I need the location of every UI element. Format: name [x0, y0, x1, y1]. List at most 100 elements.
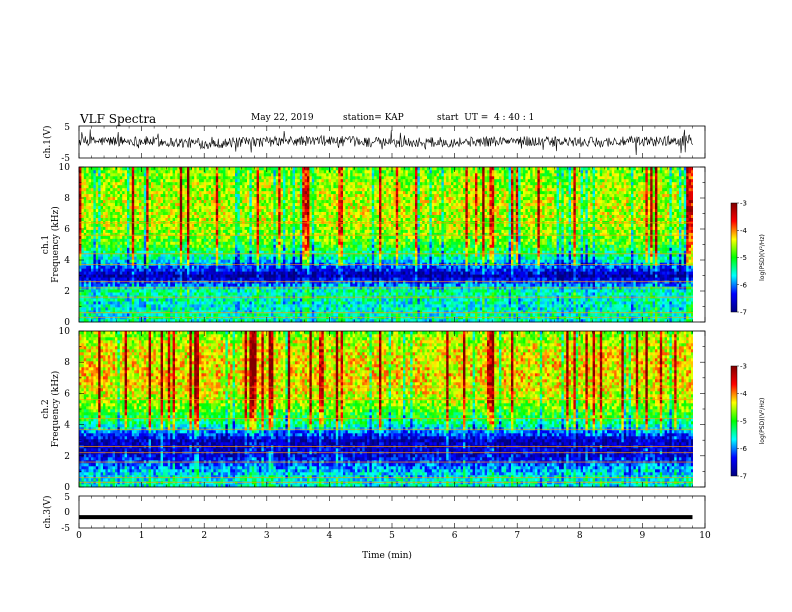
- ch1-spec-cell: [275, 250, 279, 254]
- ch1-spec-cell: [206, 283, 209, 287]
- ch1-spec-cell: [285, 199, 289, 204]
- ch1-spec-cell: [151, 190, 154, 195]
- ch1-spec-cell: [203, 268, 207, 272]
- ch1-spec-cell: [153, 253, 157, 257]
- ch1-spec-cell: [256, 253, 260, 257]
- ch1-spec-cell: [158, 175, 161, 180]
- ch1-spec-cell: [107, 277, 111, 281]
- ch1-spec-cell: [275, 170, 279, 174]
- ch1-spec-cell: [283, 175, 286, 180]
- ch1-spec-cell: [153, 199, 157, 204]
- ch1-spec-cell: [208, 319, 212, 323]
- ch1-spec-cell: [206, 193, 209, 198]
- ch1-spec-cell: [208, 247, 212, 251]
- ch1-spec-cell: [86, 274, 89, 278]
- ch1-spec-cell: [297, 202, 301, 207]
- ch1-spec-cell: [83, 232, 87, 236]
- ch1-spec-cell: [95, 223, 99, 227]
- ch1-spec-cell: [88, 223, 92, 227]
- ch1-spec-cell: [218, 173, 221, 177]
- ch1-spec-cell: [79, 178, 82, 183]
- ch1-spec-cell: [302, 184, 305, 189]
- ch1-spec-cell: [179, 175, 183, 180]
- ch1-spec-cell: [179, 271, 183, 275]
- ch1-spec-cell: [227, 298, 231, 302]
- ch1-spec-cell: [172, 175, 176, 180]
- ch1-spec-cell: [177, 229, 181, 233]
- ch1-spec-cell: [263, 262, 267, 266]
- ch1-spec-cell: [129, 310, 133, 314]
- ch1-spec-cell: [196, 271, 200, 275]
- ch1-spec-cell: [100, 301, 104, 305]
- ch1-spec-cell: [88, 298, 92, 302]
- ch1-spec-cell: [261, 277, 265, 281]
- ch1-spec-cell: [283, 196, 286, 201]
- ch1-spec-cell: [263, 184, 267, 189]
- ch1-spec-cell: [249, 283, 253, 287]
- ch1-spec-cell: [122, 235, 125, 239]
- ch1-spec-cell: [131, 217, 135, 221]
- ch1-spec-cell: [91, 265, 94, 269]
- ch1-spec-cell: [103, 313, 106, 317]
- ch1-spec-cell: [112, 226, 116, 230]
- ch1-spec-cell: [201, 301, 205, 305]
- ch1-spec-cell: [177, 313, 181, 317]
- ch1-spec-cell: [105, 178, 109, 183]
- ch1-spec-cell: [299, 220, 303, 224]
- ch1-spec-cell: [285, 307, 289, 311]
- ch1-spec-cell: [223, 298, 226, 302]
- ch1-spec-cell: [98, 226, 101, 230]
- ch1-spec-cell: [199, 226, 202, 230]
- ch1-spec-cell: [115, 304, 118, 308]
- ch1-spec-cell: [148, 208, 152, 212]
- ch1-spec-cell: [239, 175, 243, 180]
- ch1-spec-cell: [88, 301, 92, 305]
- ch1-spec-cell: [167, 226, 171, 230]
- ch1-spec-cell: [151, 304, 154, 308]
- ch1-spec-cell: [271, 241, 274, 245]
- ch1-spec-cell: [165, 214, 169, 218]
- ch1-spec-cell: [254, 298, 257, 302]
- ch1-spec-cell: [244, 232, 248, 236]
- ch1-spec-cell: [275, 205, 279, 210]
- ch1-spec-cell: [115, 235, 118, 239]
- ch1-spec-cell: [189, 310, 193, 314]
- ch1-spec-cell: [230, 223, 233, 227]
- ch1-spec-cell: [266, 235, 269, 239]
- ch1-spec-cell: [98, 196, 101, 201]
- ch1-spec-cell: [218, 244, 221, 248]
- ch1-spec-cell: [206, 184, 209, 189]
- ch1-spec-cell: [302, 235, 305, 239]
- ch1-spec-cell: [93, 301, 97, 305]
- ch1-spec-cell: [299, 196, 303, 201]
- ch1-spec-cell: [107, 187, 111, 192]
- ch1-spec-cell: [194, 259, 197, 263]
- ch1-spec-cell: [203, 196, 207, 201]
- ch1-spec-cell: [256, 244, 260, 248]
- ch1-spec-cell: [266, 184, 269, 189]
- ch1-spec-cell: [254, 167, 257, 171]
- ch1-spec-cell: [211, 193, 214, 198]
- ch1-spec-cell: [266, 190, 269, 195]
- ch1-spec-cell: [115, 199, 118, 204]
- ch1-spec-cell: [172, 283, 176, 287]
- ch1-spec-cell: [244, 184, 248, 189]
- ch1-spec-cell: [155, 175, 159, 180]
- ch1-spec-cell: [230, 173, 233, 177]
- ch1-spec-cell: [143, 244, 147, 248]
- ch1-spec-cell: [160, 196, 164, 201]
- ch1-spec-cell: [182, 170, 185, 174]
- ch1-spec-cell: [287, 262, 291, 266]
- ch1-spec-cell: [285, 238, 289, 242]
- ch1-spec-cell: [297, 262, 301, 266]
- ch1-spec-cell: [127, 277, 130, 281]
- ch1-spec-cell: [263, 277, 267, 281]
- ch1-spec-cell: [225, 173, 229, 177]
- ch1-spec-cell: [196, 244, 200, 248]
- ch1-spec-cell: [208, 187, 212, 192]
- ch1-spec-cell: [127, 214, 130, 218]
- ch1-spec-cell: [172, 235, 176, 239]
- ch1-spec-cell: [280, 238, 284, 242]
- ch1-spec-cell: [237, 229, 241, 233]
- ch1-spec-cell: [230, 208, 233, 212]
